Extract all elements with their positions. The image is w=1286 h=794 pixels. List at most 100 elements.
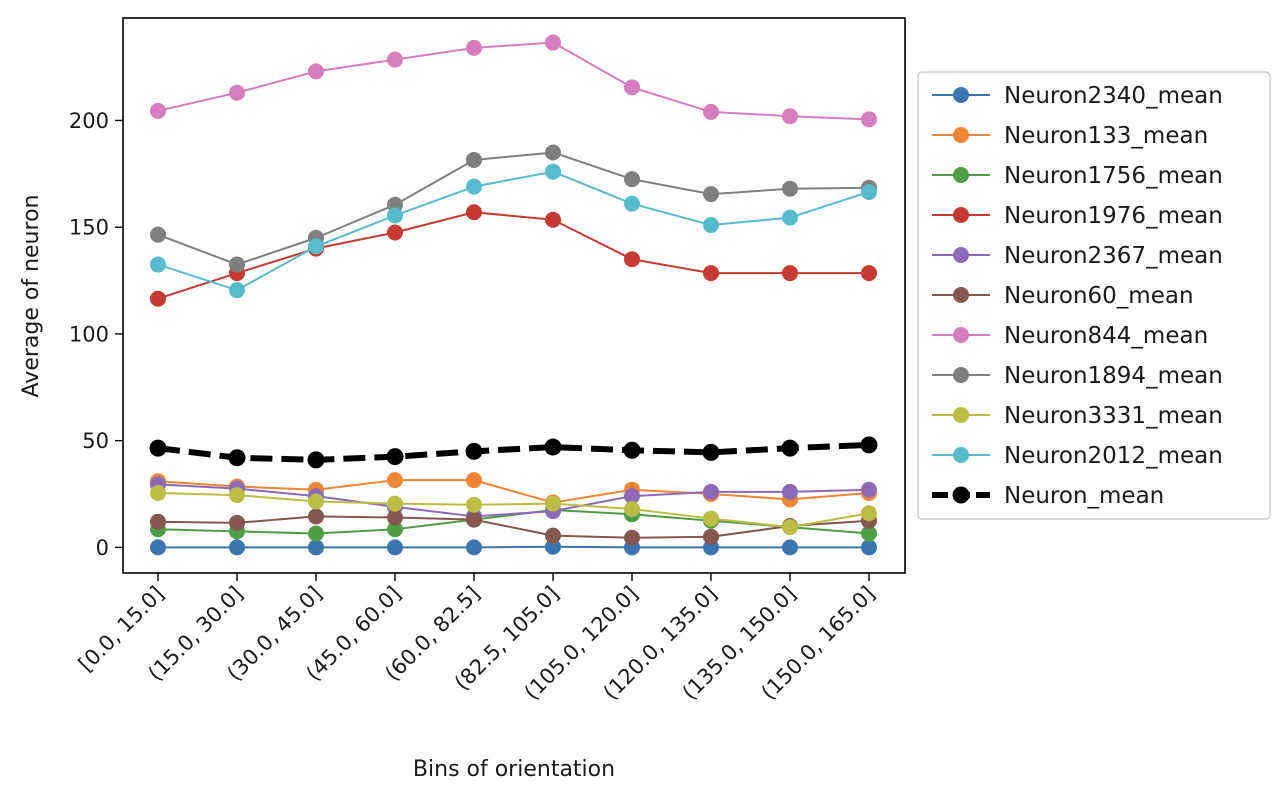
data-point xyxy=(229,84,245,101)
data-point xyxy=(545,144,561,161)
y-tick-label: 0 xyxy=(96,536,109,560)
legend-marker xyxy=(953,87,969,103)
data-point xyxy=(545,34,561,51)
data-point xyxy=(624,195,640,212)
legend-label: Neuron1756_mean xyxy=(1004,163,1223,189)
data-point xyxy=(782,265,798,282)
data-point xyxy=(545,495,561,512)
data-point xyxy=(861,481,877,498)
series-Neuron_mean xyxy=(149,436,878,469)
y-tick-label: 200 xyxy=(69,109,109,133)
data-point xyxy=(466,496,482,513)
data-point xyxy=(702,443,720,461)
y-axis-label: Average of neuron xyxy=(19,195,44,398)
series-Neuron2367_mean xyxy=(150,476,877,525)
legend-marker xyxy=(952,486,970,504)
legend-label: Neuron1894_mean xyxy=(1004,363,1223,389)
data-point xyxy=(466,151,482,168)
series-line xyxy=(157,170,870,292)
data-point xyxy=(860,436,878,454)
legend-label: Neuron844_mean xyxy=(1004,323,1208,349)
data-point xyxy=(466,39,482,56)
data-point xyxy=(466,511,482,528)
data-point xyxy=(229,256,245,273)
data-point xyxy=(150,256,166,273)
data-point xyxy=(544,438,562,456)
data-point xyxy=(781,439,799,457)
data-point xyxy=(150,290,166,307)
series-line xyxy=(157,151,870,266)
legend-marker xyxy=(953,287,969,303)
series-line xyxy=(157,515,870,539)
data-point xyxy=(782,108,798,125)
legend-label: Neuron2367_mean xyxy=(1004,243,1223,269)
data-point xyxy=(545,211,561,228)
legend-entry: Neuron2012_mean xyxy=(932,443,1223,469)
data-point xyxy=(861,505,877,522)
legend-marker xyxy=(953,327,969,343)
legend-label: Neuron133_mean xyxy=(1004,123,1208,149)
data-point xyxy=(150,539,166,556)
data-point xyxy=(466,204,482,221)
data-point xyxy=(624,171,640,188)
data-point xyxy=(308,525,324,542)
series-Neuron2340_mean xyxy=(150,538,877,556)
y-tick-label: 100 xyxy=(69,322,109,346)
legend-entry: Neuron2340_mean xyxy=(932,83,1223,109)
legend-entry: Neuron_mean xyxy=(932,483,1164,509)
data-point xyxy=(545,527,561,544)
data-point xyxy=(782,483,798,500)
data-point xyxy=(386,448,404,466)
data-point xyxy=(228,449,246,467)
y-tick-label: 150 xyxy=(69,216,109,240)
data-point xyxy=(308,63,324,80)
data-point xyxy=(782,180,798,197)
data-point xyxy=(229,514,245,531)
series-line xyxy=(157,41,870,121)
legend-entry: Neuron1976_mean xyxy=(932,203,1223,229)
y-axis-ticks: 0 50 100 150 200 xyxy=(69,109,123,560)
data-point xyxy=(624,251,640,268)
plot-frame xyxy=(122,17,906,574)
data-point xyxy=(545,163,561,180)
x-axis-ticks: [0.0, 15.0](15.0, 30.0](30.0, 45.0](45.0… xyxy=(74,573,880,705)
data-point xyxy=(861,265,877,282)
data-point xyxy=(150,513,166,530)
data-point xyxy=(465,442,483,460)
data-point xyxy=(703,528,719,545)
data-point xyxy=(387,51,403,68)
data-point xyxy=(150,102,166,119)
series-line xyxy=(157,479,870,504)
data-point xyxy=(782,209,798,226)
data-point xyxy=(149,439,167,457)
data-point xyxy=(387,472,403,489)
legend-frame xyxy=(917,71,1271,520)
series-Neuron3331_mean xyxy=(150,484,877,536)
legend-marker xyxy=(953,367,969,383)
legend-entry: Neuron133_mean xyxy=(932,123,1208,149)
data-point xyxy=(624,79,640,96)
series-line xyxy=(158,545,869,549)
data-point xyxy=(703,186,719,203)
legend-marker xyxy=(953,127,969,143)
series-Neuron2012_mean xyxy=(150,163,877,299)
data-point xyxy=(703,217,719,234)
data-point xyxy=(861,539,877,556)
legend-label: Neuron1976_mean xyxy=(1004,203,1223,229)
data-point xyxy=(703,510,719,527)
series-line xyxy=(157,483,870,518)
legend-marker xyxy=(953,167,969,183)
legend-entry: Neuron60_mean xyxy=(932,283,1194,309)
legend-marker xyxy=(953,247,969,263)
legend-label: Neuron2340_mean xyxy=(1004,83,1223,109)
data-point xyxy=(308,539,324,556)
data-point xyxy=(782,539,798,556)
data-point xyxy=(466,178,482,195)
legend-label: Neuron_mean xyxy=(1004,483,1164,509)
legend: Neuron2340_mean Neuron133_mean Neuron1756_… xyxy=(917,71,1271,520)
series-layer xyxy=(149,34,878,556)
legend-label: Neuron60_mean xyxy=(1004,283,1194,309)
data-point xyxy=(387,207,403,224)
data-point xyxy=(308,508,324,525)
